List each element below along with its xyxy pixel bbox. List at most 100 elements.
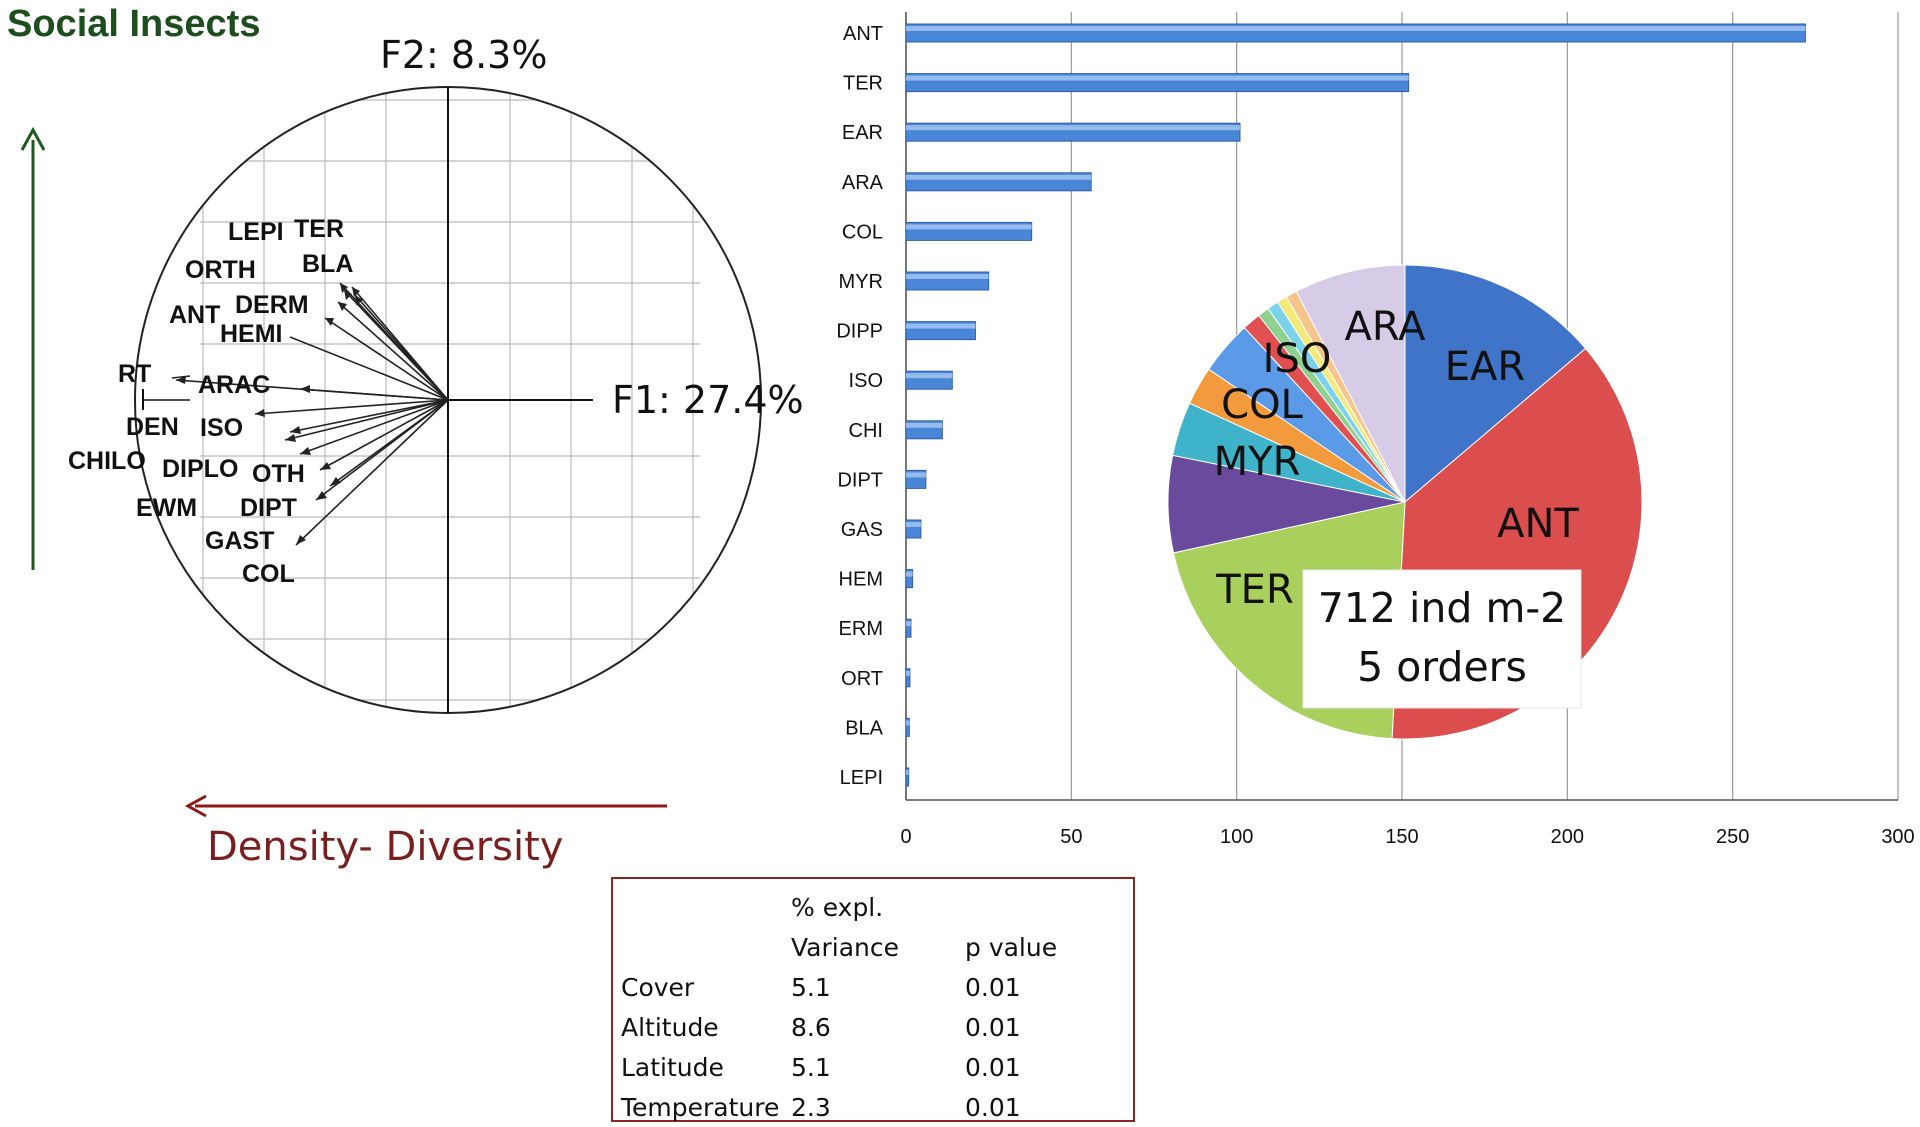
density-diversity-arrow (184, 794, 667, 818)
pie-label: EAR (1445, 344, 1525, 390)
category-label: GAS (841, 519, 883, 541)
pca-label: ISO (200, 414, 243, 442)
table-cell: 8.6 (791, 1012, 831, 1042)
table-cell: 5.1 (791, 1052, 831, 1082)
vector-diplo (299, 399, 449, 455)
pie-label: ISO (1263, 336, 1332, 382)
category-label: ERM (839, 618, 883, 640)
pca-label: OTH (252, 460, 305, 488)
bar-highlight (906, 571, 913, 577)
table-header-row: Variance p value (621, 927, 1115, 967)
pca-label: EWM (136, 494, 197, 522)
table-header-cell (965, 887, 1115, 927)
vector-orth (343, 289, 449, 401)
category-label: COL (842, 221, 883, 243)
bar-highlight (906, 274, 989, 279)
pca-label: LEPI (228, 218, 284, 246)
category-label: ARA (842, 172, 884, 194)
table-row: Temperature 2.3 0.01 (621, 1087, 1115, 1127)
pie-slice (1295, 264, 1406, 503)
f1-label: F1: 27.4% (612, 378, 804, 422)
category-label: LEPI (840, 767, 883, 789)
table-cell: 0.01 (965, 972, 1021, 1002)
x-tick-label: 250 (1716, 826, 1749, 848)
variance-table: % expl. Variance p value Cover 5.1 0.01 … (611, 877, 1135, 1122)
pca-label: ANT (169, 301, 220, 329)
bar-highlight (906, 75, 1409, 81)
bar-highlight (906, 26, 1806, 31)
table-cell: 0.01 (965, 1012, 1021, 1042)
table-cell: 0.01 (965, 1092, 1021, 1122)
vector-gast (295, 399, 449, 546)
bar-highlight (906, 323, 976, 329)
table-header-cell (621, 887, 791, 927)
bar-highlight (906, 770, 909, 775)
category-label: DIPP (836, 321, 883, 343)
x-tick-label: 300 (1881, 826, 1914, 848)
x-tick-label: 200 (1551, 826, 1584, 848)
vector-ant (324, 317, 449, 401)
bar-highlight (906, 720, 910, 726)
pie-annotation-line: 712 ind m-2 (1318, 584, 1567, 632)
pca-label: CHILO (68, 447, 146, 475)
pca-label: RT (118, 360, 151, 388)
pca-label: DEN (126, 413, 179, 441)
bar-highlight (906, 621, 911, 627)
bar-highlight (906, 125, 1240, 131)
bar (905, 618, 912, 638)
x-tick-label: 100 (1220, 826, 1253, 848)
pca-label: GAST (205, 527, 274, 555)
pca-label: TER (294, 215, 344, 243)
table-header-cell: Variance (791, 932, 899, 962)
pie-slice (1404, 264, 1587, 504)
table-cell: Altitude (621, 1012, 719, 1042)
x-tick-label: 0 (900, 826, 911, 848)
bar-highlight (906, 373, 953, 379)
pca-variable-labels: LEPI TER ORTH BLA ANT DERM HEMI RT ARAC … (68, 215, 353, 588)
bar-highlight (906, 472, 926, 478)
x-tick-label: 150 (1385, 826, 1418, 848)
bar-highlight (906, 224, 1032, 230)
bar (905, 569, 914, 589)
bar-highlight (906, 174, 1092, 180)
table-header-cell: p value (965, 932, 1058, 962)
pie-label: TER (1215, 567, 1294, 613)
social-insects-label: Social Insects (7, 3, 260, 45)
category-label: ISO (849, 370, 883, 392)
bar-highlight (906, 422, 943, 428)
vector-iso (289, 399, 449, 433)
table-cell: Cover (621, 972, 695, 1002)
category-labels: ANT TER EAR ARA COL MYR DIPP ISO CHI DIPT GAS HEM ER… (836, 23, 883, 789)
pca-label: BLA (302, 250, 353, 278)
pie-label: ANT (1497, 501, 1579, 547)
pca-label: ORTH (185, 256, 256, 284)
pca-label: ARAC (198, 371, 270, 399)
pca-label: DIPT (240, 494, 297, 522)
category-label: DIPT (837, 469, 883, 491)
pie-label: COL (1221, 382, 1303, 428)
bar-highlight (906, 522, 921, 527)
category-label: ANT (843, 23, 883, 45)
social-insects-arrow (20, 126, 46, 570)
pca-vectors (175, 282, 449, 546)
vector-rt (175, 379, 449, 401)
f2-label: F2: 8.3% (380, 33, 547, 77)
pie-label: ARA (1345, 304, 1427, 350)
vector-hemi (289, 336, 449, 401)
vector-den (254, 399, 449, 415)
vector-derm (337, 301, 449, 401)
vector-bla (354, 294, 449, 401)
table-row: Latitude 5.1 0.01 (621, 1047, 1115, 1087)
category-label: BLA (845, 717, 883, 739)
pie-annotation-line: 5 orders (1357, 643, 1527, 691)
table-cell: Latitude (621, 1052, 724, 1082)
table-cell: Temperature (621, 1092, 780, 1122)
category-label: MYR (839, 271, 883, 293)
table-row: Altitude 8.6 0.01 (621, 1007, 1115, 1047)
pca-label: COL (242, 560, 295, 588)
category-label: HEM (839, 569, 883, 591)
table-cell: 0.01 (965, 1052, 1021, 1082)
table-header-cell (621, 927, 791, 967)
pie-label: MYR (1214, 439, 1301, 485)
